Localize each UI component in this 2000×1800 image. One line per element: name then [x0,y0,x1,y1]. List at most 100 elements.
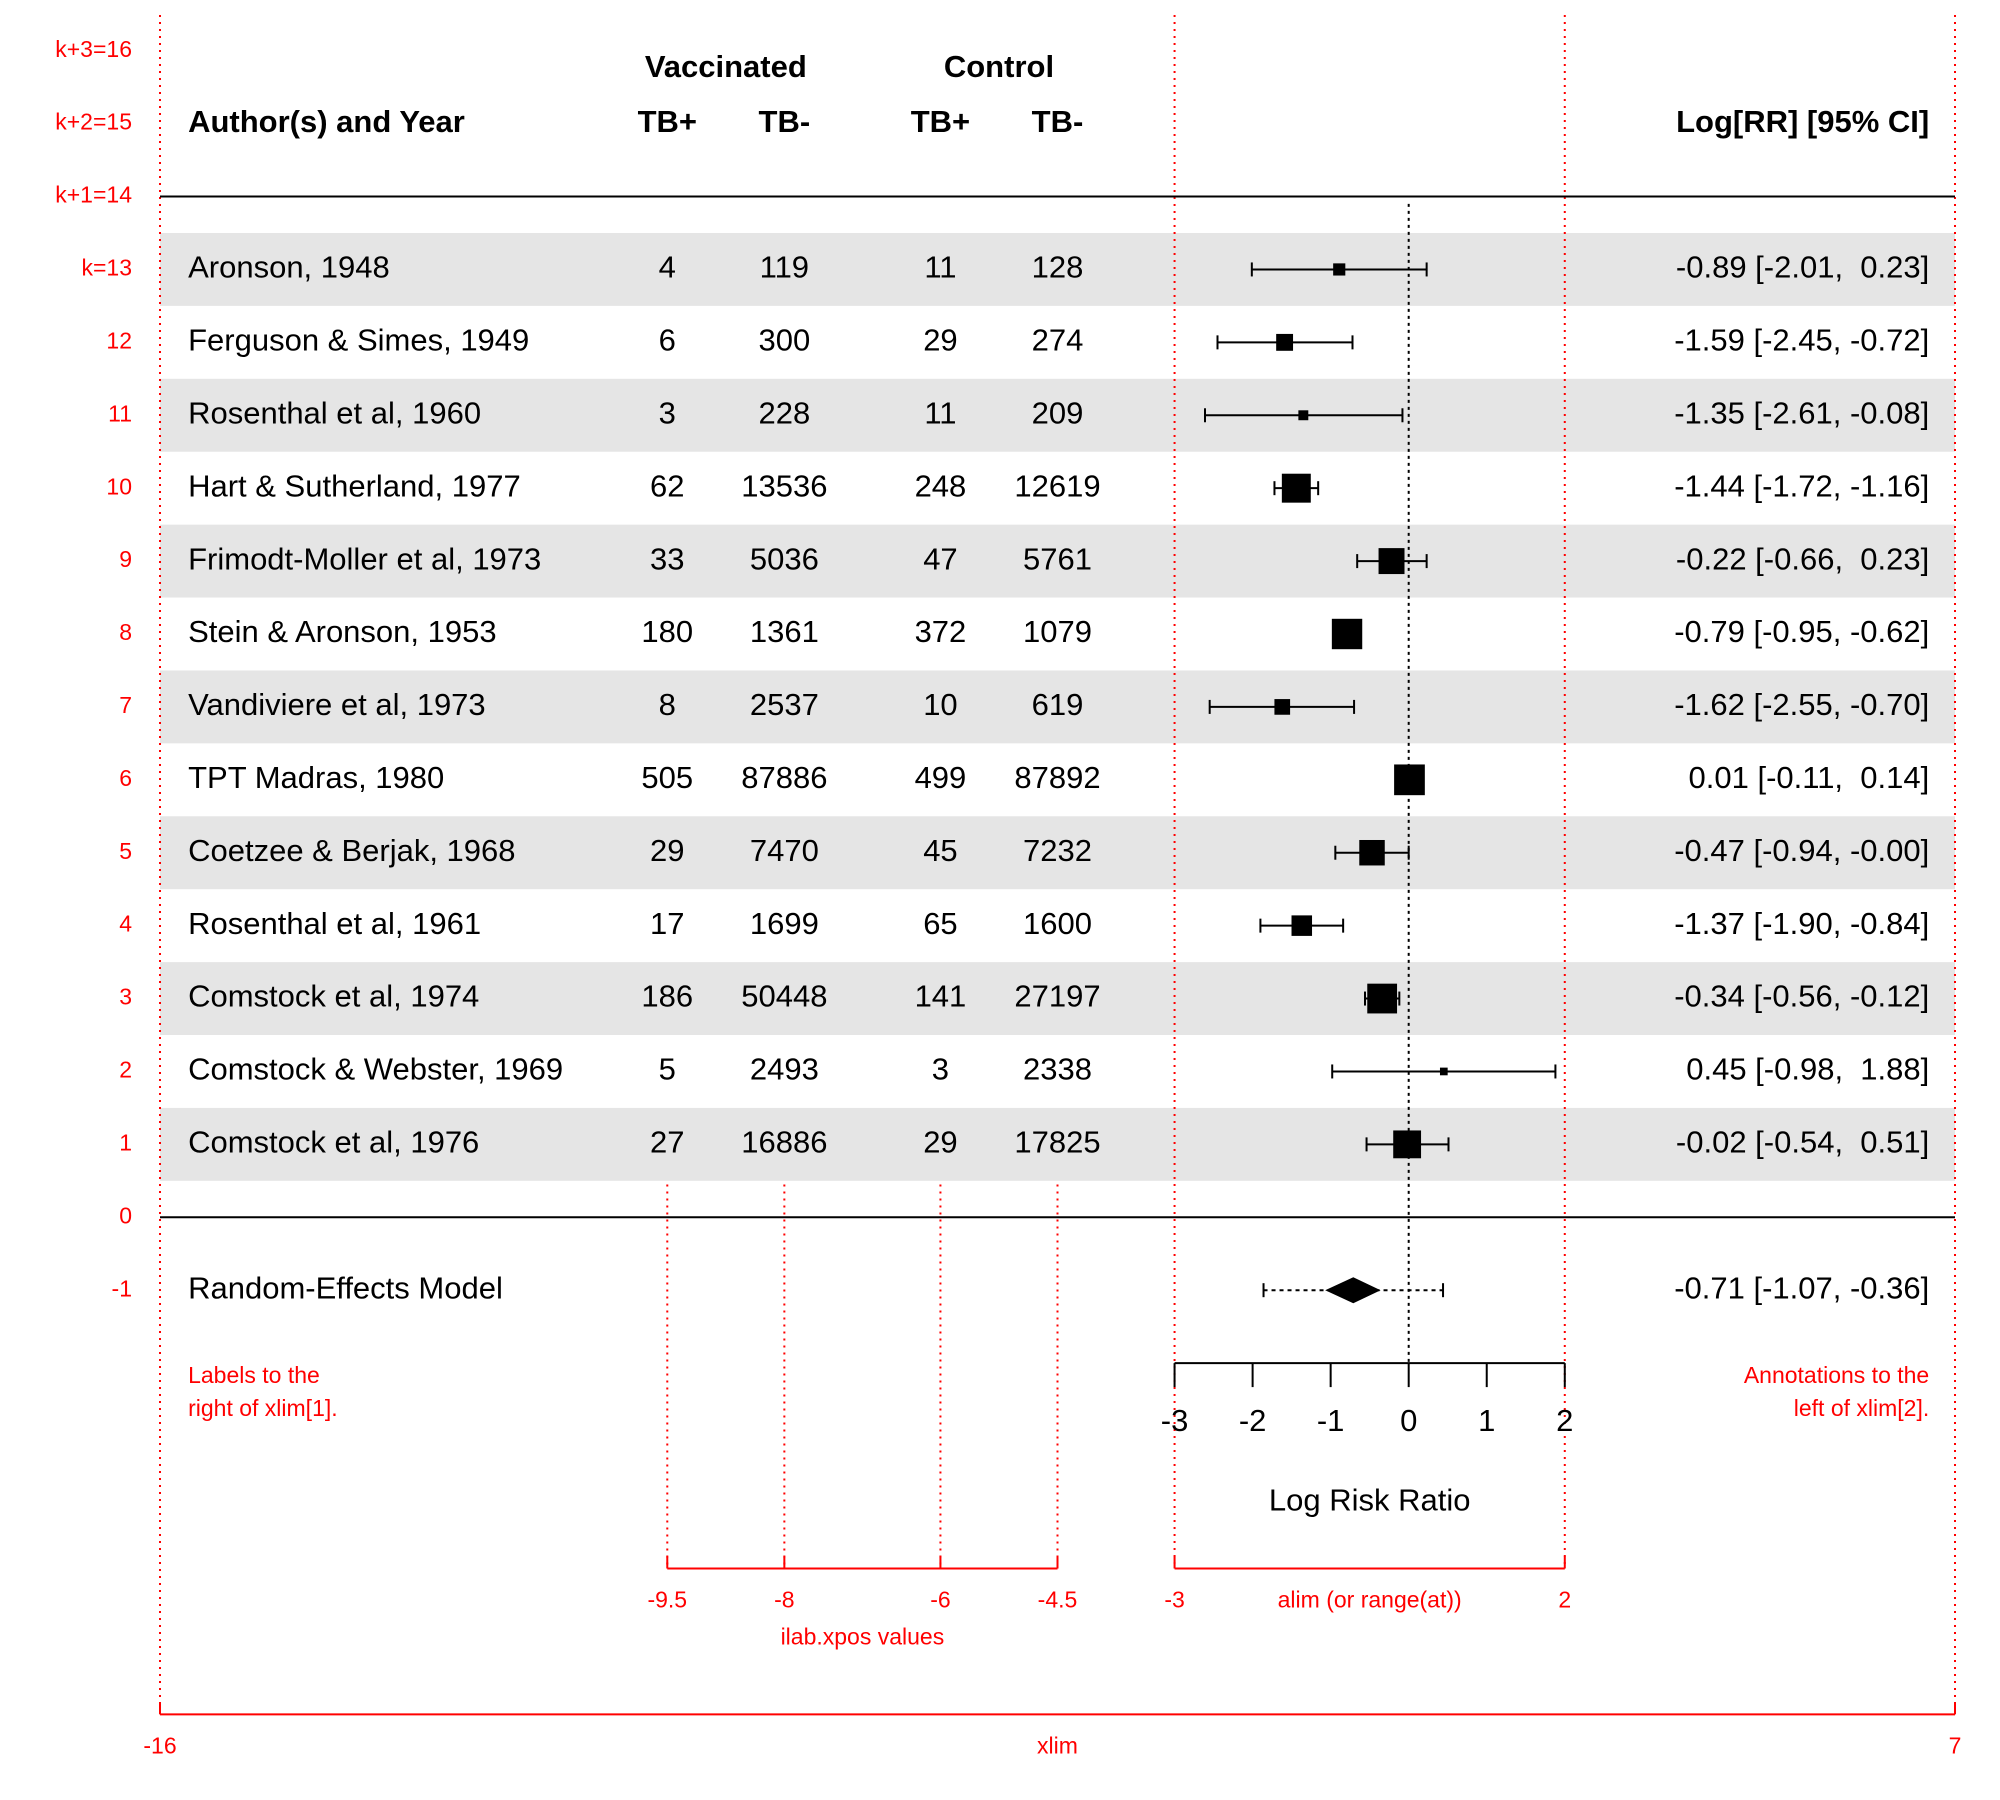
ilab-value: 8 [659,687,676,722]
ilab-value: 10 [923,687,957,722]
group-header: Vaccinated [645,49,807,84]
annotation: -0.89 [-2.01, 0.23] [1676,250,1929,285]
ilab-value: 47 [923,541,957,576]
ilab-value: 5036 [750,541,819,576]
point-estimate [1359,839,1385,866]
ilab-value: 1361 [750,614,819,649]
point-estimate [1367,983,1398,1014]
guide-label: xlim [1037,1732,1078,1758]
row-label: 4 [119,911,132,937]
ilab-value: 3 [659,395,676,430]
ilab-value: 228 [758,395,810,430]
ilab-value: 50448 [741,979,827,1014]
xlim-tick-label: 7 [1949,1732,1962,1758]
x-tick-label: -2 [1239,1403,1267,1438]
ilab-value: 505 [641,760,693,795]
ilab-value: 186 [641,979,693,1014]
row-label: 1 [119,1129,132,1155]
alim-tick-label: 2 [1558,1587,1571,1613]
ilab-tick-label: -9.5 [647,1587,687,1613]
point-estimate [1274,699,1291,715]
study-label: Ferguson & Simes, 1949 [188,323,529,358]
row-label: k+1=14 [55,182,132,208]
alim-tick-label: -3 [1164,1587,1184,1613]
ilab-value: 87886 [741,760,827,795]
ilab-value: 274 [1032,323,1084,358]
row-band [160,1107,1955,1181]
row-label: k=13 [81,255,132,281]
row-band [160,524,1955,598]
annotation: -1.44 [-1.72, -1.16] [1674,468,1929,503]
ilab-value: 499 [915,760,967,795]
point-estimate [1291,915,1313,936]
ilab-value: 29 [923,323,957,358]
row-label: 2 [119,1057,132,1083]
point-estimate [1298,410,1309,421]
ilab-value: 180 [641,614,693,649]
ilab-value: 11 [924,250,956,285]
ilab-value: 128 [1032,250,1084,285]
ilab-value: 7470 [750,833,819,868]
row-band [160,670,1955,744]
summary-diamond [1325,1277,1381,1304]
row-band [160,232,1955,306]
study-label: Rosenthal et al, 1961 [188,906,481,941]
study-label: Vandiviere et al, 1973 [188,687,486,722]
point-estimate [1276,333,1294,351]
study-label: Aronson, 1948 [188,250,390,285]
ilab-value: 11 [924,395,956,430]
point-estimate [1439,1067,1448,1076]
ilab-value: 29 [923,1125,957,1160]
ilab-tick-label: -6 [930,1587,950,1613]
ilab-value: 3 [932,1052,949,1087]
x-tick-label: -1 [1317,1403,1345,1438]
row-label: 0 [119,1202,132,1228]
x-tick-label: 1 [1478,1403,1495,1438]
study-label: Coetzee & Berjak, 1968 [188,833,515,868]
study-label: Comstock et al, 1976 [188,1125,479,1160]
row-band [160,962,1955,1036]
row-label: -1 [112,1275,132,1301]
ilab-tick-label: -8 [774,1587,794,1613]
point-estimate [1333,263,1346,276]
annotation: 0.01 [-0.11, 0.14] [1689,760,1930,795]
row-label: 5 [119,838,132,864]
annotation-header: Log[RR] [95% CI] [1676,104,1929,139]
ilab-value: 27 [650,1125,684,1160]
ilab-value: 16886 [741,1125,827,1160]
ilab-value: 209 [1032,395,1084,430]
ilab-header: TB- [1032,104,1084,139]
ilab-value: 7232 [1023,833,1092,868]
study-label: Stein & Aronson, 1953 [188,614,497,649]
row-label: 6 [119,765,132,791]
ilab-value: 62 [650,468,684,503]
annotation: -1.35 [-2.61, -0.08] [1674,395,1929,430]
ilab-value: 65 [923,906,957,941]
ilab-value: 141 [915,979,967,1014]
note: right of xlim[1]. [188,1395,338,1421]
annotation: -1.37 [-1.90, -0.84] [1674,906,1929,941]
annotation: -1.59 [-2.45, -0.72] [1674,323,1929,358]
ilab-value: 33 [650,541,684,576]
ilab-value: 372 [915,614,967,649]
note: left of xlim[2]. [1794,1395,1929,1421]
annotation: -0.34 [-0.56, -0.12] [1674,979,1929,1014]
ilab-value: 2493 [750,1052,819,1087]
x-axis-label: Log Risk Ratio [1269,1483,1471,1518]
ilab-value: 2338 [1023,1052,1092,1087]
row-label: 12 [106,327,132,353]
study-header: Author(s) and Year [188,104,465,139]
ilab-value: 12619 [1014,468,1100,503]
row-band [160,378,1955,452]
point-estimate [1394,764,1425,796]
ilab-value: 27197 [1014,979,1100,1014]
summary-label: Random-Effects Model [188,1270,503,1305]
summary-annotation: -0.71 [-1.07, -0.36] [1674,1270,1929,1305]
point-estimate [1331,618,1363,650]
note: Labels to the [188,1362,320,1388]
annotation: -0.47 [-0.94, -0.00] [1674,833,1929,868]
group-header: Control [944,49,1054,84]
annotation: -0.02 [-0.54, 0.51] [1676,1125,1929,1160]
row-label: 8 [119,619,132,645]
